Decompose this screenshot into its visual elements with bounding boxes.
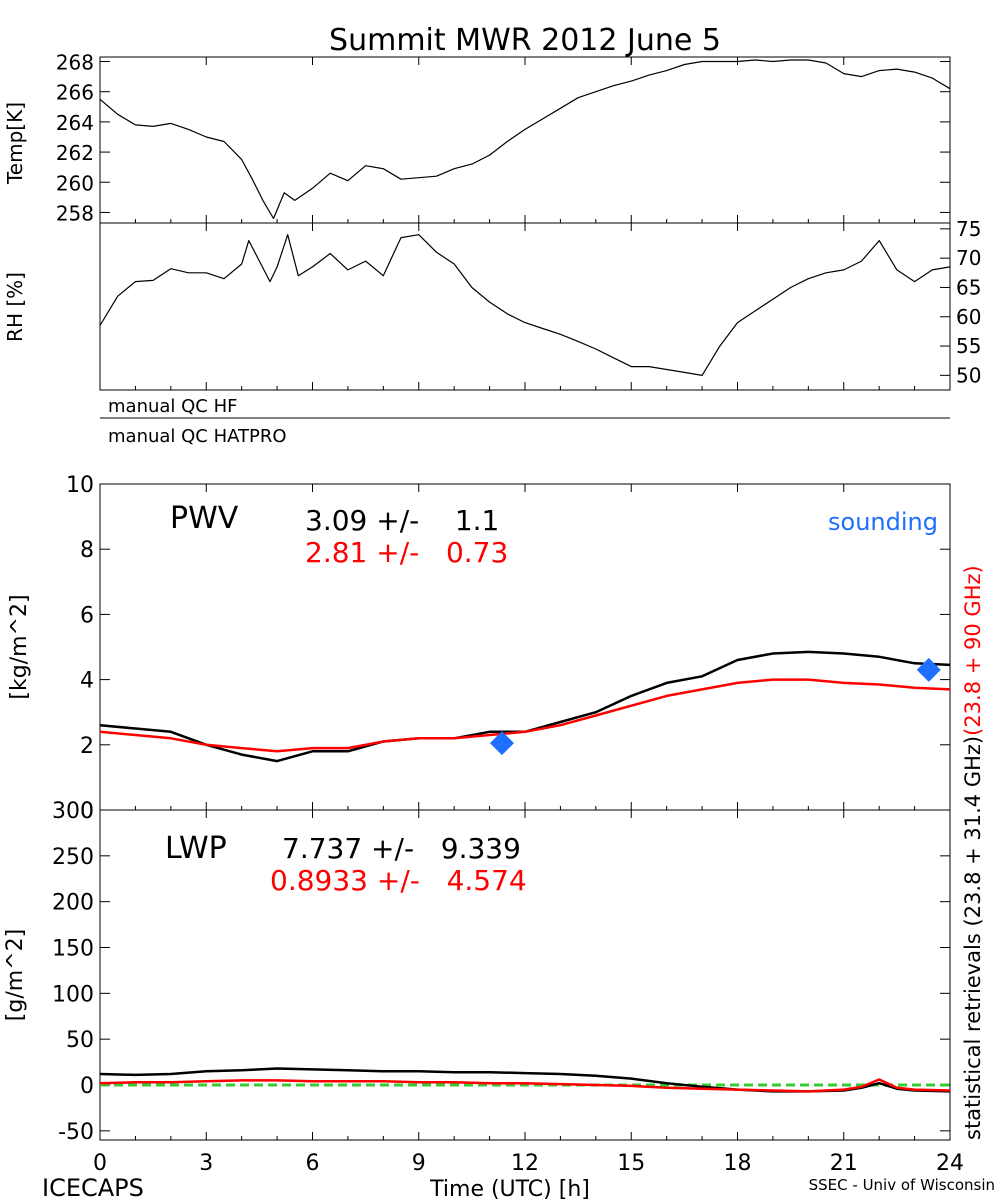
lwp-y-tick-label: 200 xyxy=(52,891,94,916)
x-tick-label: 12 xyxy=(511,1151,539,1176)
temp-panel-frame xyxy=(99,56,951,224)
footer-left: ICECAPS xyxy=(42,1174,144,1200)
rh-panel-frame xyxy=(99,222,951,391)
temp-y-tick-label: 268 xyxy=(56,51,94,75)
sounding-marker xyxy=(489,731,514,756)
lwp-y-tick-label: 150 xyxy=(52,937,94,962)
lwp-y-axis-label: [g/m^2] xyxy=(3,929,28,1021)
pwv-title: PWV xyxy=(170,501,239,536)
pwv-stat-red: 2.81 +/- 0.73 xyxy=(305,536,508,569)
x-tick-label: 15 xyxy=(617,1151,645,1176)
pwv-y-axis-label: [kg/m^2] xyxy=(7,594,32,699)
sounding-legend: sounding xyxy=(828,508,938,536)
lwp-y-tick-label: 300 xyxy=(52,799,94,824)
pwv-y-tick-label: 6 xyxy=(80,603,94,628)
lwp-y-tick-label: -50 xyxy=(58,1120,94,1145)
footer-right: SSEC - Univ of Wisconsin xyxy=(809,1176,995,1194)
right-label-red: (23.8 + 90 GHz) xyxy=(961,565,985,736)
pwv-series-red xyxy=(99,678,951,753)
x-tick-label: 9 xyxy=(412,1151,426,1176)
temp-y-tick-label: 266 xyxy=(56,81,94,105)
lwp-y-tick-label: 0 xyxy=(80,1074,94,1099)
temp-y-tick-label: 264 xyxy=(56,111,94,135)
lwp-series-red xyxy=(99,1078,951,1093)
pwv-series-black xyxy=(99,650,951,763)
qc-hatpro-label: manual QC HATPRO xyxy=(108,426,287,447)
pwv-y-tick-label: 10 xyxy=(66,473,94,498)
rh-series-line xyxy=(99,234,951,376)
x-tick-label: 24 xyxy=(936,1151,964,1176)
figure-title: Summit MWR 2012 June 5 xyxy=(329,23,721,58)
rh-y-tick-label: 65 xyxy=(956,275,981,299)
rh-y-tick-label: 60 xyxy=(956,305,981,329)
lwp-stat-black: 7.737 +/- 9.339 xyxy=(282,832,521,865)
sounding-marker xyxy=(916,657,941,682)
series-layer xyxy=(99,59,951,1093)
lwp-stat-red: 0.8933 +/- 4.574 xyxy=(270,864,527,897)
rh-y-tick-label: 50 xyxy=(956,363,981,387)
pwv-y-tick-label: 8 xyxy=(80,538,94,563)
pwv-y-tick-label: 4 xyxy=(80,669,94,694)
temp-y-tick-label: 258 xyxy=(56,201,94,225)
lwp-y-tick-label: 50 xyxy=(66,1028,94,1053)
pwv-y-tick-label: 0 xyxy=(80,799,94,824)
temp-y-tick-label: 262 xyxy=(56,141,94,165)
lwp-title: LWP xyxy=(165,831,227,866)
x-tick-label: 6 xyxy=(306,1151,320,1176)
lwp-y-tick-label: 100 xyxy=(52,982,94,1007)
qc-hf-label: manual QC HF xyxy=(108,396,237,417)
pwv-y-tick-label: 2 xyxy=(80,734,94,759)
lwp-y-tick-label: 250 xyxy=(52,845,94,870)
temp-y-axis-label: Temp[K] xyxy=(3,102,27,185)
rh-y-tick-label: 75 xyxy=(956,217,981,241)
rh-y-axis-label: RH [%] xyxy=(3,272,27,342)
rh-y-tick-label: 55 xyxy=(956,334,981,358)
pwv-stat-black: 3.09 +/- 1.1 xyxy=(305,504,499,537)
right-vertical-label: statistical retrievals (23.8 + 31.4 GHz)… xyxy=(961,565,985,1140)
temp-y-tick-label: 260 xyxy=(56,171,94,195)
x-axis-label: Time (UTC) [h] xyxy=(429,1177,590,1200)
x-tick-label: 21 xyxy=(830,1151,858,1176)
x-tick-label: 3 xyxy=(199,1151,213,1176)
temp-series-line xyxy=(99,59,951,220)
right-label-black: statistical retrievals (23.8 + 31.4 GHz) xyxy=(961,736,985,1140)
ticks-layer: 2582602622642662685055606570750246810-50… xyxy=(52,51,981,1176)
x-tick-label: 18 xyxy=(724,1151,752,1176)
x-tick-label: 0 xyxy=(93,1151,107,1176)
rh-y-tick-label: 70 xyxy=(956,246,981,270)
